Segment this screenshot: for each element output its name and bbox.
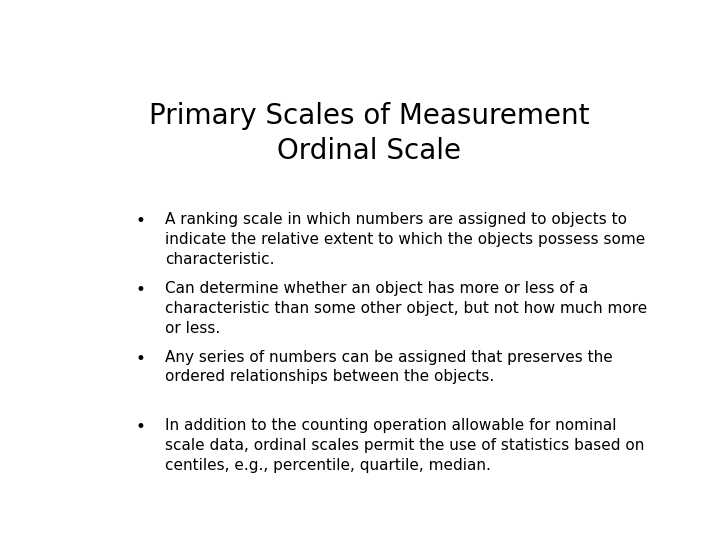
Text: Any series of numbers can be assigned that preserves the
ordered relationships b: Any series of numbers can be assigned th… bbox=[166, 349, 613, 384]
Text: A ranking scale in which numbers are assigned to objects to
indicate the relativ: A ranking scale in which numbers are ass… bbox=[166, 212, 646, 267]
Text: •: • bbox=[135, 418, 145, 436]
Text: •: • bbox=[135, 212, 145, 231]
Text: Can determine whether an object has more or less of a
characteristic than some o: Can determine whether an object has more… bbox=[166, 281, 647, 336]
Text: Primary Scales of Measurement
Ordinal Scale: Primary Scales of Measurement Ordinal Sc… bbox=[149, 102, 589, 165]
Text: •: • bbox=[135, 349, 145, 368]
Text: •: • bbox=[135, 281, 145, 299]
Text: In addition to the counting operation allowable for nominal
scale data, ordinal : In addition to the counting operation al… bbox=[166, 418, 644, 473]
